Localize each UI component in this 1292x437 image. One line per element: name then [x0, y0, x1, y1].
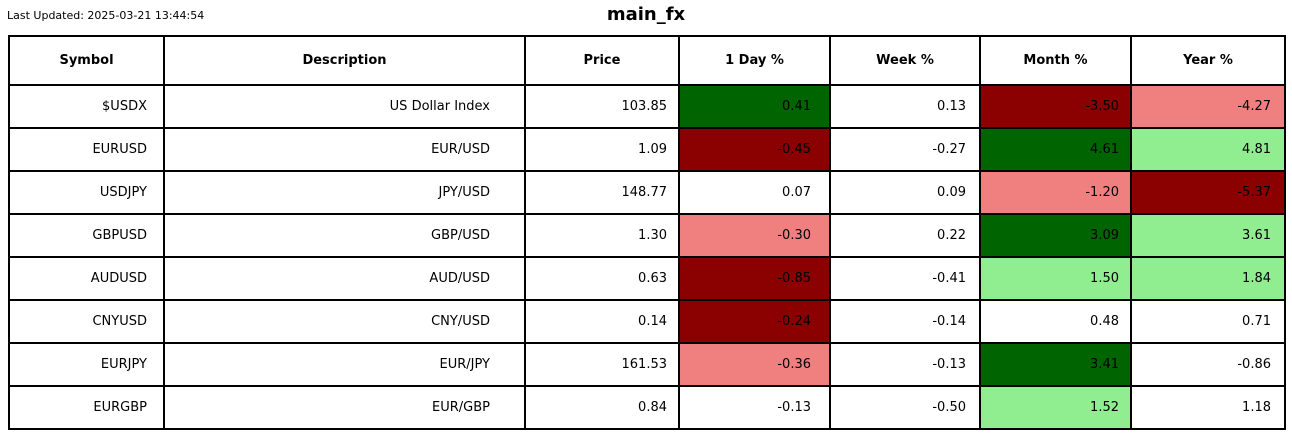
table-row: EURJPY EUR/JPY 161.53 -0.36 -0.13 3.41 -0.86: [8, 342, 1286, 387]
symbol-cell: $USDX: [8, 84, 165, 129]
year-pct-cell: 0.71: [1130, 299, 1286, 344]
price-cell: 161.53: [524, 342, 680, 387]
month-pct-cell: 4.61: [979, 127, 1132, 172]
column-header-symbol: Symbol: [8, 35, 165, 86]
price-cell: 1.09: [524, 127, 680, 172]
day-pct-cell: -0.24: [678, 299, 831, 344]
month-pct-cell: 3.41: [979, 342, 1132, 387]
description-cell: GBP/USD: [163, 213, 526, 258]
month-pct-cell: -1.20: [979, 170, 1132, 215]
price-cell: 0.63: [524, 256, 680, 301]
price-cell: 103.85: [524, 84, 680, 129]
symbol-cell: USDJPY: [8, 170, 165, 215]
month-pct-cell: 1.52: [979, 385, 1132, 430]
week-pct-cell: 0.22: [829, 213, 981, 258]
column-header-week-pct: Week %: [829, 35, 981, 86]
symbol-cell: AUDUSD: [8, 256, 165, 301]
month-pct-cell: 0.48: [979, 299, 1132, 344]
description-cell: EUR/USD: [163, 127, 526, 172]
day-pct-cell: -0.85: [678, 256, 831, 301]
symbol-cell: GBPUSD: [8, 213, 165, 258]
day-pct-cell: -0.30: [678, 213, 831, 258]
fx-table-header: Symbol Description Price 1 Day % Week % …: [8, 35, 1286, 86]
column-header-description: Description: [163, 35, 526, 86]
price-cell: 0.14: [524, 299, 680, 344]
week-pct-cell: -0.14: [829, 299, 981, 344]
day-pct-cell: -0.36: [678, 342, 831, 387]
week-pct-cell: -0.41: [829, 256, 981, 301]
table-row: AUDUSD AUD/USD 0.63 -0.85 -0.41 1.50 1.84: [8, 256, 1286, 301]
year-pct-cell: 4.81: [1130, 127, 1286, 172]
description-cell: CNY/USD: [163, 299, 526, 344]
year-pct-cell: -5.37: [1130, 170, 1286, 215]
fx-table-body: $USDX US Dollar Index 103.85 0.41 0.13 -3.50-…: [8, 84, 1286, 430]
table-row: GBPUSD GBP/USD 1.30 -0.30 0.22 3.09 3.61: [8, 213, 1286, 258]
column-header-price: Price: [524, 35, 680, 86]
description-cell: AUD/USD: [163, 256, 526, 301]
year-pct-cell: 1.18: [1130, 385, 1286, 430]
year-pct-cell: -4.27: [1130, 84, 1286, 129]
price-cell: 1.30: [524, 213, 680, 258]
week-pct-cell: 0.13: [829, 84, 981, 129]
symbol-cell: EURGBP: [8, 385, 165, 430]
week-pct-cell: -0.50: [829, 385, 981, 430]
week-pct-cell: 0.09: [829, 170, 981, 215]
description-cell: EUR/GBP: [163, 385, 526, 430]
fx-table: Symbol Description Price 1 Day % Week % …: [8, 35, 1286, 430]
day-pct-cell: -0.13: [678, 385, 831, 430]
page-title: main_fx: [606, 4, 686, 25]
year-pct-cell: 3.61: [1130, 213, 1286, 258]
symbol-cell: EURJPY: [8, 342, 165, 387]
month-pct-cell: 3.09: [979, 213, 1132, 258]
table-row: $USDX US Dollar Index 103.85 0.41 0.13 -3.50-…: [8, 84, 1286, 129]
description-cell: EUR/JPY: [163, 342, 526, 387]
symbol-cell: EURUSD: [8, 127, 165, 172]
header-row: Symbol Description Price 1 Day % Week % …: [8, 35, 1286, 86]
month-pct-cell: 1.50: [979, 256, 1132, 301]
year-pct-cell: -0.86: [1130, 342, 1286, 387]
symbol-cell: CNYUSD: [8, 299, 165, 344]
column-header-month-pct: Month %: [979, 35, 1132, 86]
table-row: EURUSD EUR/USD 1.09 -0.45 -0.27 4.61 4.81: [8, 127, 1286, 172]
column-header-day-pct: 1 Day %: [678, 35, 831, 86]
price-cell: 0.84: [524, 385, 680, 430]
day-pct-cell: -0.45: [678, 127, 831, 172]
column-header-year-pct: Year %: [1130, 35, 1286, 86]
description-cell: JPY/USD: [163, 170, 526, 215]
price-cell: 148.77: [524, 170, 680, 215]
week-pct-cell: -0.27: [829, 127, 981, 172]
table-row: EURGBP EUR/GBP 0.84 -0.13 -0.50 1.52 1.18: [8, 385, 1286, 430]
table-row: USDJPY JPY/USD 148.77 0.07 0.09 -1.20 -5.37: [8, 170, 1286, 215]
day-pct-cell: 0.41: [678, 84, 831, 129]
last-updated-timestamp: Last Updated: 2025-03-21 13:44:54: [7, 9, 205, 22]
day-pct-cell: 0.07: [678, 170, 831, 215]
description-cell: US Dollar Index: [163, 84, 526, 129]
year-pct-cell: 1.84: [1130, 256, 1286, 301]
month-pct-cell: -3.50: [979, 84, 1132, 129]
table-row: CNYUSD CNY/USD 0.14 -0.24 -0.14 0.48 0.71: [8, 299, 1286, 344]
week-pct-cell: -0.13: [829, 342, 981, 387]
